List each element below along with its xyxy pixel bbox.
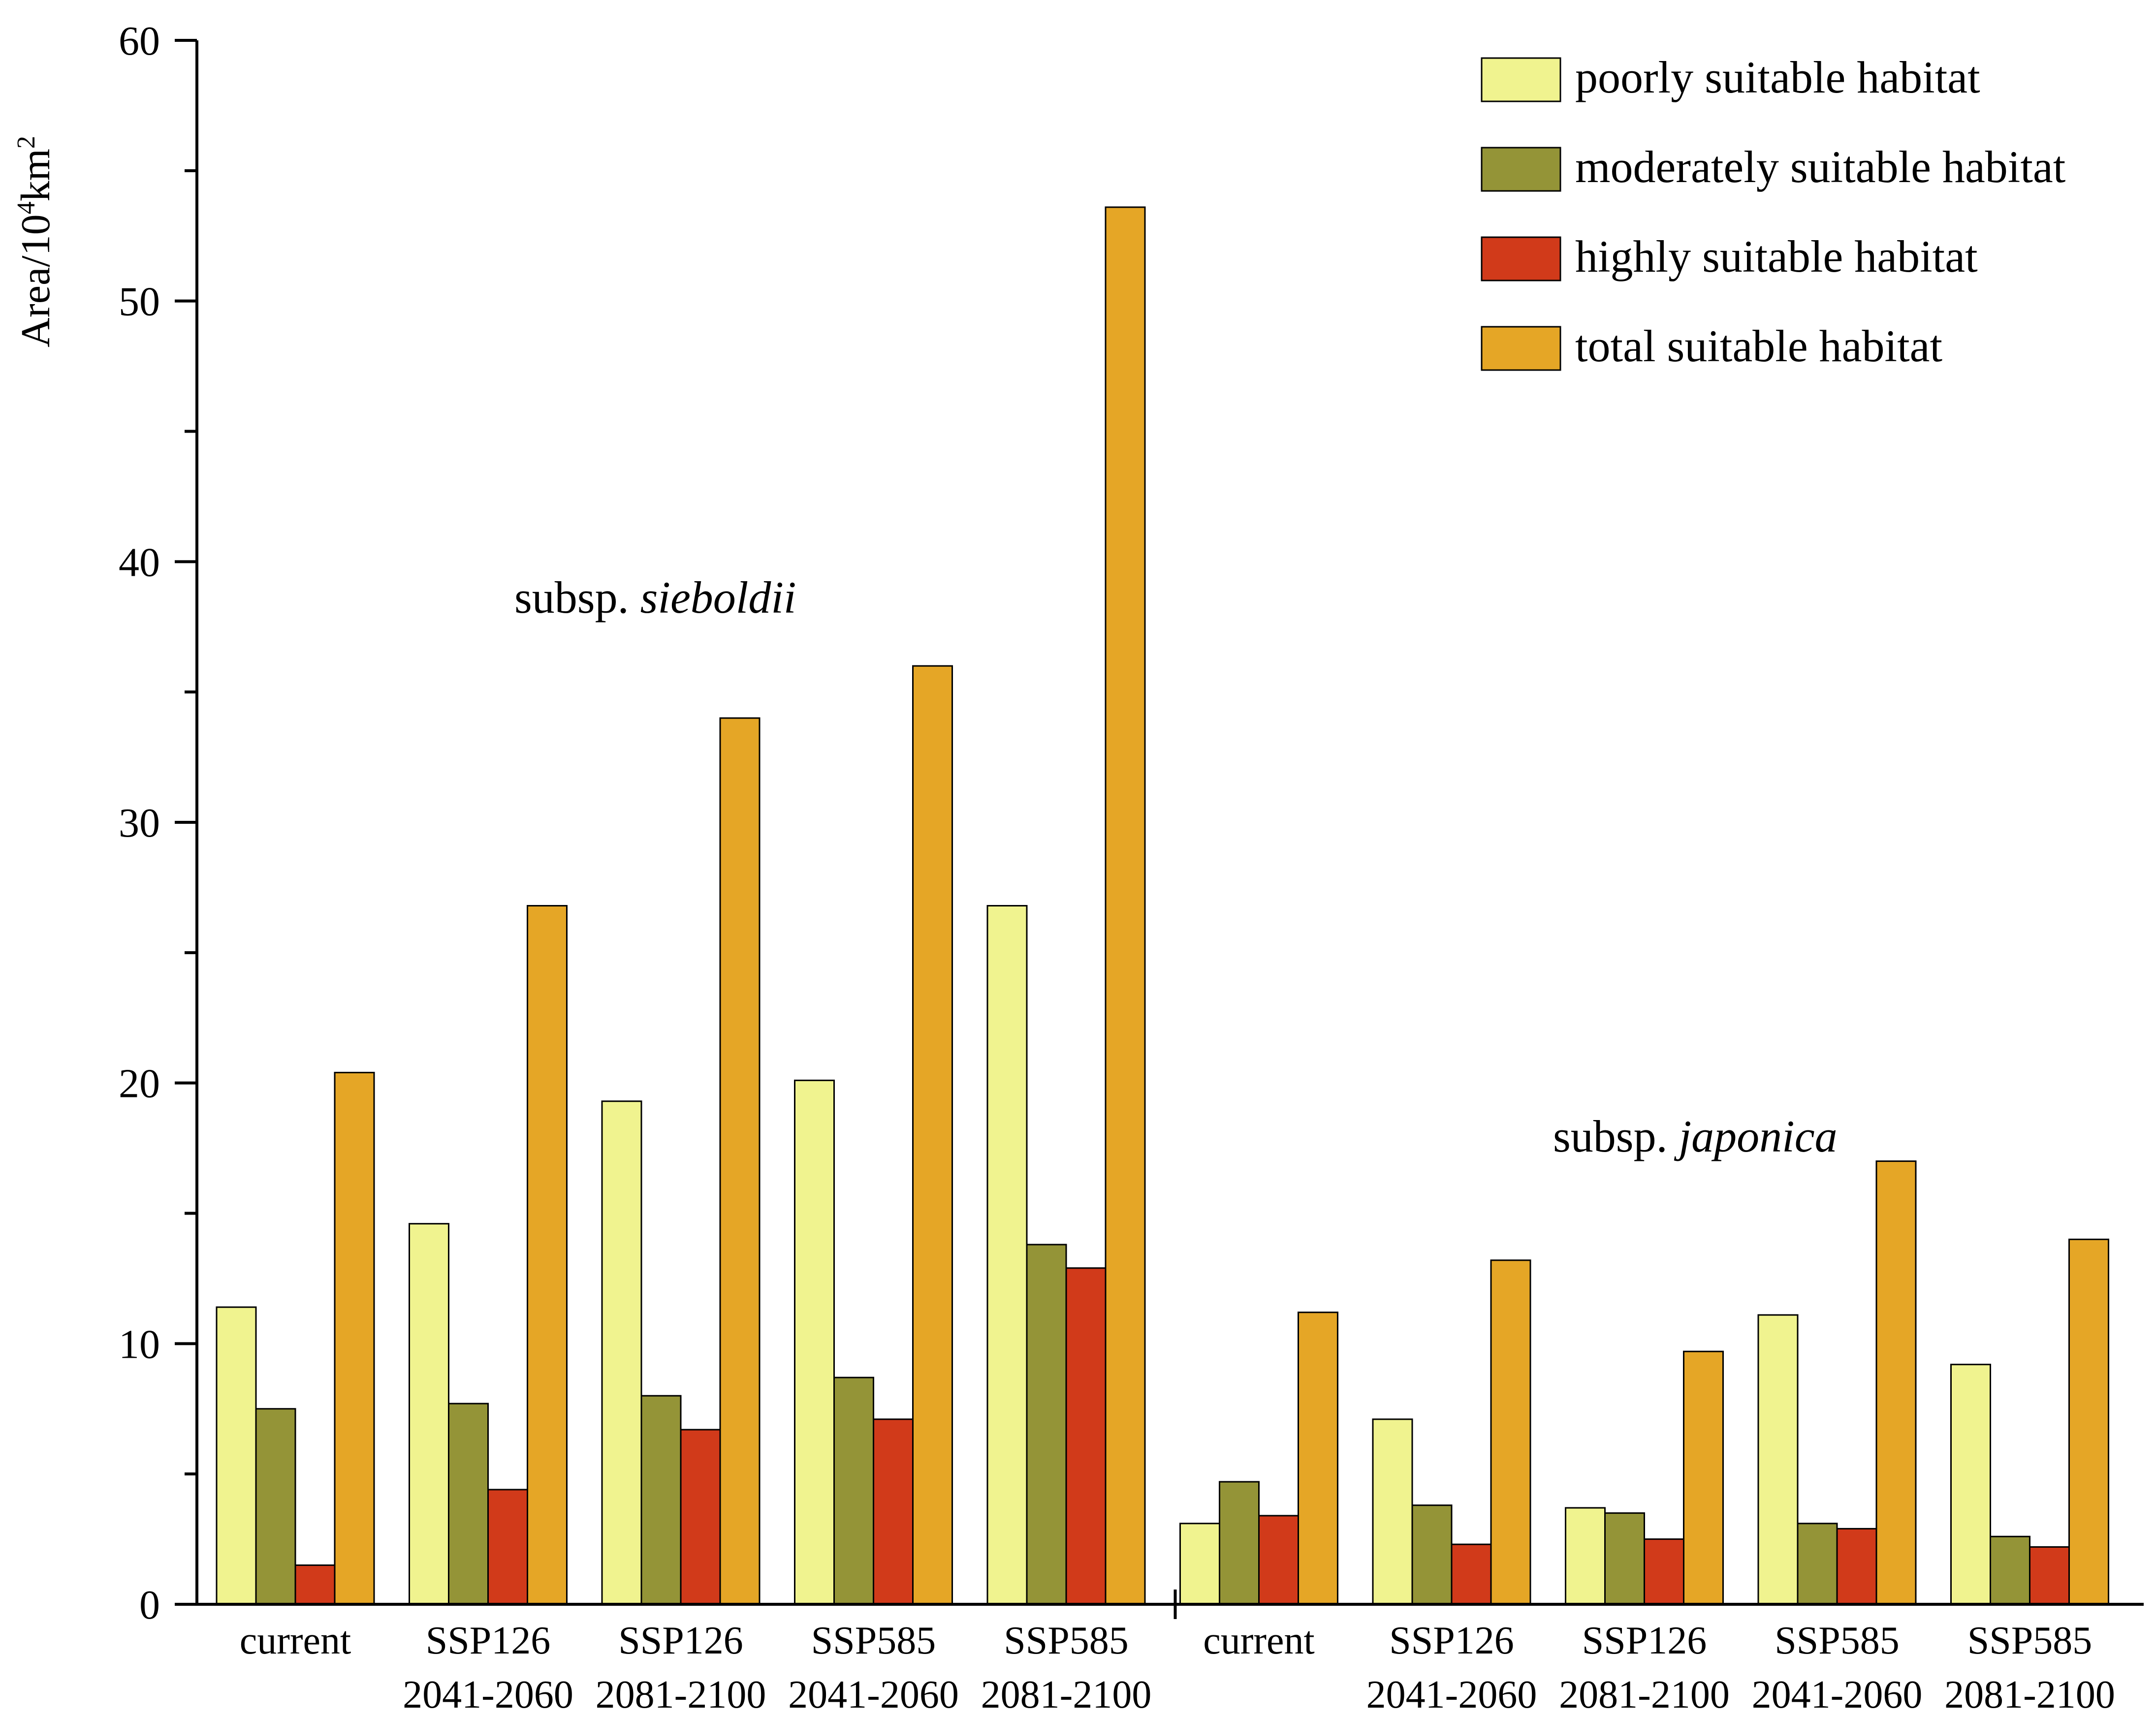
bar-total-suitable-habitat-3 <box>912 665 953 1605</box>
bar-total-suitable-habitat-9 <box>2068 1238 2109 1605</box>
legend-label-2: highly suitable habitat <box>1575 231 1978 281</box>
category-label-line2: 2041-2060 <box>403 1673 573 1716</box>
bar-total-suitable-habitat-0 <box>334 1071 375 1605</box>
bar-highly-suitable-habitat-6 <box>1451 1543 1492 1605</box>
legend: poorly suitable habitat moderately suitab… <box>1481 52 2066 371</box>
bar-poorly-suitable-habitat-0 <box>216 1306 257 1605</box>
category-label-line1: SSP585 <box>811 1619 936 1662</box>
bar-total-suitable-habitat-7 <box>1683 1350 1724 1605</box>
bar-highly-suitable-habitat-5 <box>1258 1515 1299 1605</box>
y-axis-title-sup2: 2 <box>12 136 40 149</box>
legend-label-1: moderately suitable habitat <box>1575 142 2066 192</box>
bar-poorly-suitable-habitat-4 <box>986 905 1028 1605</box>
group-annotation-name: sieboldii <box>640 572 796 623</box>
bar-highly-suitable-habitat-8 <box>1836 1528 1877 1605</box>
bar-moderately-suitable-habitat-6 <box>1411 1504 1453 1605</box>
y-axis-title-sup1: 4 <box>12 201 40 214</box>
bar-total-suitable-habitat-4 <box>1105 206 1146 1605</box>
axes-layer <box>175 39 2144 1619</box>
bar-poorly-suitable-habitat-7 <box>1565 1507 1606 1605</box>
bar-moderately-suitable-habitat-5 <box>1219 1481 1260 1605</box>
bar-moderately-suitable-habitat-2 <box>640 1395 682 1605</box>
legend-swatch-0 <box>1481 57 1561 102</box>
bar-highly-suitable-habitat-9 <box>2029 1546 2070 1605</box>
bar-total-suitable-habitat-1 <box>527 905 568 1605</box>
category-label-line2: 2081-2100 <box>596 1673 766 1716</box>
group-annotation-0: subsp. sieboldii <box>514 572 796 623</box>
category-label-line1: current <box>240 1619 351 1662</box>
bar-moderately-suitable-habitat-0 <box>255 1408 296 1605</box>
bar-highly-suitable-habitat-7 <box>1644 1538 1684 1605</box>
group-annotation-prefix: subsp. <box>1553 1111 1679 1161</box>
bar-highly-suitable-habitat-3 <box>873 1418 914 1605</box>
bar-moderately-suitable-habitat-7 <box>1604 1512 1645 1605</box>
category-label-line1: SSP126 <box>1389 1619 1514 1662</box>
category-label-line2: 2041-2060 <box>788 1673 959 1716</box>
labels-layer: 0 10 20 30 40 50 60 Area/104km2 current SSP126 204… <box>12 18 2115 1716</box>
category-label-line2: 2081-2100 <box>1559 1673 1730 1716</box>
bar-poorly-suitable-habitat-1 <box>409 1223 449 1605</box>
bar-poorly-suitable-habitat-3 <box>794 1079 835 1605</box>
bar-moderately-suitable-habitat-4 <box>1026 1244 1067 1605</box>
y-axis-title-unit: km <box>13 149 59 201</box>
bar-total-suitable-habitat-8 <box>1875 1160 1917 1605</box>
category-label-line1: SSP585 <box>1775 1619 1899 1662</box>
bar-total-suitable-habitat-6 <box>1490 1259 1531 1605</box>
bar-poorly-suitable-habitat-2 <box>601 1100 642 1605</box>
y-tick-label: 20 <box>119 1061 160 1107</box>
bar-moderately-suitable-habitat-9 <box>1990 1535 2030 1605</box>
category-label-line1: SSP126 <box>618 1619 743 1662</box>
bar-total-suitable-habitat-5 <box>1298 1311 1338 1605</box>
y-axis-title: Area/104km2 <box>12 136 59 347</box>
bar-total-suitable-habitat-2 <box>719 717 761 1605</box>
bar-poorly-suitable-habitat-9 <box>1950 1364 1991 1605</box>
category-label-line1: current <box>1203 1619 1315 1662</box>
bar-moderately-suitable-habitat-3 <box>833 1376 874 1605</box>
legend-swatch-2 <box>1481 236 1561 281</box>
category-label-line2: 2041-2060 <box>1752 1673 1923 1716</box>
y-tick-label: 10 <box>119 1321 160 1367</box>
category-label-line1: SSP126 <box>1582 1619 1707 1662</box>
category-label-line2: 2081-2100 <box>981 1673 1152 1716</box>
bar-poorly-suitable-habitat-8 <box>1757 1314 1799 1605</box>
category-label-line1: SSP585 <box>1004 1619 1128 1662</box>
bar-poorly-suitable-habitat-5 <box>1179 1523 1220 1605</box>
category-label-line1: SSP126 <box>426 1619 550 1662</box>
legend-label-0: poorly suitable habitat <box>1575 52 1980 102</box>
legend-swatch-3 <box>1481 326 1561 371</box>
bar-moderately-suitable-habitat-1 <box>448 1403 489 1605</box>
y-tick-label: 60 <box>119 18 160 64</box>
bar-highly-suitable-habitat-2 <box>680 1429 721 1605</box>
bar-poorly-suitable-habitat-6 <box>1372 1418 1413 1605</box>
y-tick-label: 40 <box>119 539 160 585</box>
bar-highly-suitable-habitat-4 <box>1065 1267 1107 1605</box>
group-annotation-prefix: subsp. <box>514 572 640 623</box>
legend-swatch-1 <box>1481 147 1561 192</box>
bar-moderately-suitable-habitat-8 <box>1797 1523 1838 1605</box>
group-annotation-name: japonica <box>1674 1111 1838 1161</box>
legend-label-3: total suitable habitat <box>1575 321 1942 371</box>
bar-highly-suitable-habitat-0 <box>294 1564 336 1605</box>
bar-highly-suitable-habitat-1 <box>487 1489 528 1605</box>
y-axis-title-main: Area/10 <box>13 214 59 347</box>
y-tick-label: 30 <box>119 800 160 846</box>
category-label-line1: SSP585 <box>1967 1619 2092 1662</box>
y-tick-label: 50 <box>119 279 160 325</box>
bars-layer <box>216 206 2109 1605</box>
y-tick-label: 0 <box>139 1582 160 1628</box>
category-label-line2: 2081-2100 <box>1944 1673 2115 1716</box>
group-annotation-1: subsp. japonica <box>1553 1111 1838 1161</box>
category-label-line2: 2041-2060 <box>1366 1673 1537 1716</box>
